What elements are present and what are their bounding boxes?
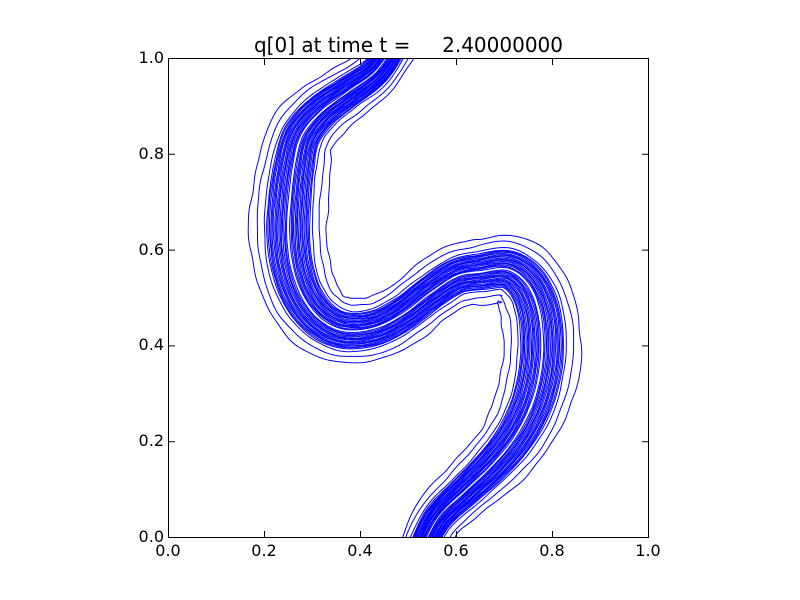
- y-tick-label: 1.0: [138, 48, 164, 67]
- x-tick-label: 0.6: [443, 541, 469, 560]
- contour-line: [267, 58, 563, 538]
- contour-line: [274, 58, 557, 538]
- y-tick-label: 0.2: [138, 431, 164, 451]
- contour-line: [279, 58, 551, 538]
- contour-plot-svg: [168, 58, 649, 538]
- y-tick-label: 0.0: [138, 527, 164, 546]
- contour-line: [266, 58, 564, 538]
- y-tick-label: 0.4: [138, 335, 164, 355]
- contour-line: [263, 58, 567, 538]
- contour-line: [284, 58, 546, 538]
- x-tick-label: 0.2: [251, 541, 277, 560]
- y-tick-label: 0.8: [138, 143, 164, 163]
- contour-lines: [247, 58, 583, 538]
- contour-line: [276, 58, 554, 538]
- contour-line: [286, 58, 545, 538]
- x-tick-label: 0.8: [539, 541, 565, 560]
- contour-line: [256, 58, 575, 538]
- tick-marks: [168, 58, 649, 538]
- plot-title: q[0] at time t = 2.40000000: [253, 33, 563, 57]
- x-tick-label: 0.0: [155, 541, 181, 560]
- contour-line: [272, 58, 558, 538]
- x-tick-label: 1.0: [635, 541, 661, 560]
- contour-line: [271, 58, 559, 538]
- axes-spines: [168, 58, 649, 538]
- x-tick-label: 0.4: [347, 541, 373, 560]
- contour-line: [280, 58, 550, 538]
- contour-line: [283, 58, 547, 538]
- contour-line: [278, 58, 553, 538]
- plot-area: [168, 58, 649, 538]
- y-tick-label: 0.6: [138, 239, 164, 259]
- contour-line: [268, 58, 562, 538]
- contour-line: [270, 58, 560, 538]
- contour-line: [247, 58, 583, 538]
- contour-line: [275, 58, 555, 538]
- contour-line: [282, 58, 549, 538]
